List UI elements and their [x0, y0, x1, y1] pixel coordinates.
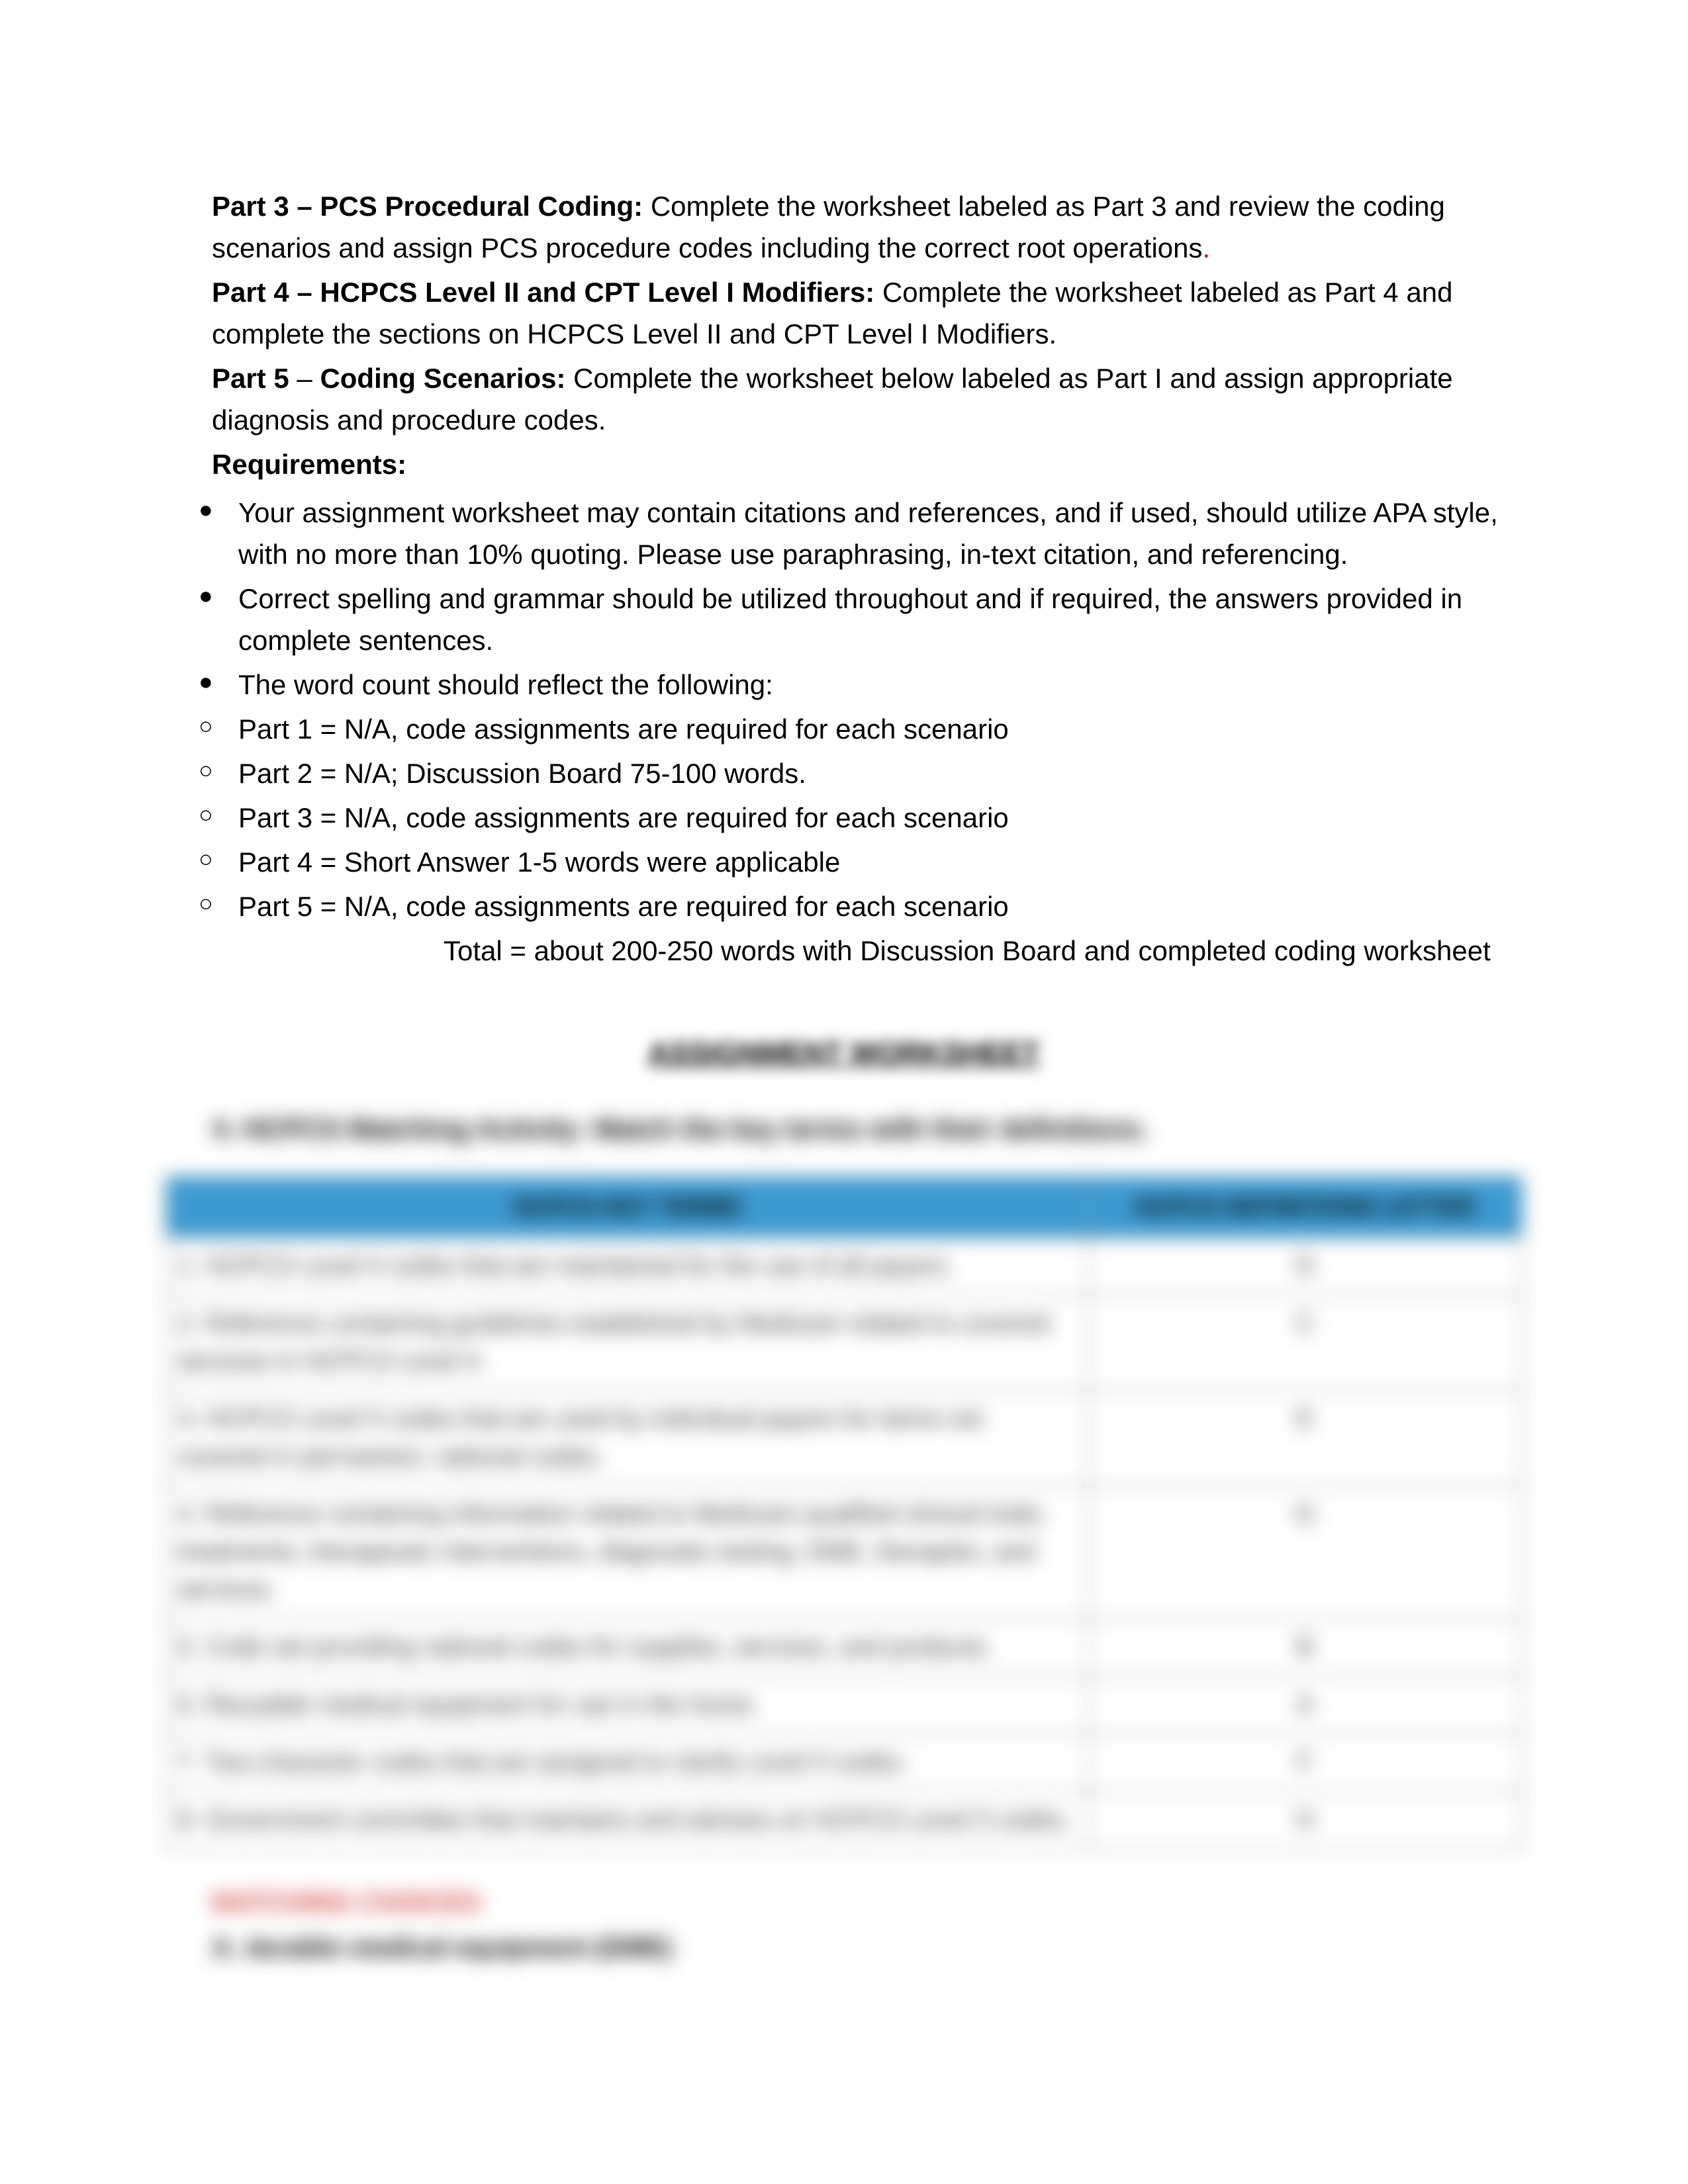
part4-para: Part 4 – HCPCS Level II and CPT Level I …	[212, 271, 1523, 355]
requirements-label: Requirements:	[212, 443, 1523, 485]
part5-label: Part 5	[212, 363, 289, 394]
answer-cell: G	[1088, 1486, 1522, 1619]
total-line: Total = about 200-250 words with Discuss…	[165, 930, 1523, 972]
table-row: 7. Two-character codes that are assigned…	[166, 1734, 1522, 1792]
answer-cell: A	[1088, 1676, 1522, 1734]
term-cell: 3. HCPCS Level II codes that are used by…	[166, 1390, 1088, 1486]
sub-text: Part 4 = Short Answer 1-5 words were app…	[238, 846, 840, 878]
sub-text: Part 2 = N/A; Discussion Board 75-100 wo…	[238, 758, 806, 789]
answer-cell: E	[1088, 1390, 1522, 1486]
part3-dot: .	[1203, 232, 1211, 263]
bullet-text: Your assignment worksheet may contain ci…	[238, 497, 1498, 570]
list-item: Correct spelling and grammar should be u…	[185, 578, 1523, 661]
answer-cell: D	[1088, 1238, 1522, 1295]
sub-text: Part 5 = N/A, code assignments are requi…	[238, 891, 1009, 922]
activity-title: 4. HCPCS Matching Activity: Match the ke…	[165, 1108, 1523, 1150]
sub-text: Part 3 = N/A, code assignments are requi…	[238, 802, 1009, 833]
table-row: 2. Reference containing guidelines estab…	[166, 1295, 1522, 1390]
term-cell: 6. Reusable medical equipment for use in…	[166, 1676, 1088, 1734]
assignment-worksheet-heading: ASSIGNMENT WORKSHEET	[165, 1031, 1523, 1075]
list-item: Your assignment worksheet may contain ci…	[185, 492, 1523, 575]
term-cell: 7. Two-character codes that are assigned…	[166, 1734, 1088, 1792]
table-row: 5. Code set providing national codes for…	[166, 1619, 1522, 1676]
list-item: Part 2 = N/A; Discussion Board 75-100 wo…	[185, 752, 1523, 794]
matching-choices-heading: MATCHING CHOICES	[165, 1883, 1523, 1923]
answer-cell: B	[1088, 1619, 1522, 1676]
term-cell: 5. Code set providing national codes for…	[166, 1619, 1088, 1676]
part3-label: Part 3 – PCS Procedural Coding:	[212, 191, 643, 222]
choice-a: A. durable medical equipment (DME)	[165, 1928, 1523, 1968]
term-cell: 8. Government committee that maintains a…	[166, 1792, 1088, 1849]
document-page: Part 3 – PCS Procedural Coding: Complete…	[0, 0, 1688, 2100]
table-header-row: HCPCS KEY TERMS HCPCS DEFINITIONS LETTER	[166, 1177, 1522, 1238]
answer-cell: C	[1088, 1295, 1522, 1390]
part4-label: Part 4 – HCPCS Level II and CPT Level I …	[212, 277, 874, 308]
requirements-list: Your assignment worksheet may contain ci…	[165, 492, 1523, 705]
term-cell: 2. Reference containing guidelines estab…	[166, 1295, 1088, 1390]
term-cell: 4. Reference containing information rela…	[166, 1486, 1088, 1619]
term-cell: 1. HCPCS Level II codes that are maintai…	[166, 1238, 1088, 1295]
sub-text: Part 1 = N/A, code assignments are requi…	[238, 713, 1009, 745]
part5-para: Part 5 – Coding Scenarios: Complete the …	[212, 357, 1523, 441]
part5-label2: Coding Scenarios:	[320, 363, 565, 394]
bullet-text: Correct spelling and grammar should be u…	[238, 583, 1462, 656]
answer-cell: H	[1088, 1792, 1522, 1849]
list-item: Part 3 = N/A, code assignments are requi…	[185, 797, 1523, 839]
part3-para: Part 3 – PCS Procedural Coding: Complete…	[212, 185, 1523, 269]
table-row: 6. Reusable medical equipment for use in…	[166, 1676, 1522, 1734]
col-key-terms: HCPCS KEY TERMS	[166, 1177, 1088, 1238]
part5-dash: –	[289, 363, 320, 394]
hcpcs-matching-table: HCPCS KEY TERMS HCPCS DEFINITIONS LETTER…	[165, 1176, 1523, 1850]
list-item: Part 1 = N/A, code assignments are requi…	[185, 708, 1523, 750]
wordcount-sublist: Part 1 = N/A, code assignments are requi…	[165, 708, 1523, 927]
col-definitions-letter: HCPCS DEFINITIONS LETTER	[1088, 1177, 1522, 1238]
intro-block: Part 3 – PCS Procedural Coding: Complete…	[165, 185, 1523, 485]
list-item: The word count should reflect the follow…	[185, 664, 1523, 705]
table-row: 3. HCPCS Level II codes that are used by…	[166, 1390, 1522, 1486]
answer-cell: F	[1088, 1734, 1522, 1792]
table-row: 8. Government committee that maintains a…	[166, 1792, 1522, 1849]
table-row: 1. HCPCS Level II codes that are maintai…	[166, 1238, 1522, 1295]
blurred-content: 4. HCPCS Matching Activity: Match the ke…	[165, 1108, 1523, 1968]
list-item: Part 5 = N/A, code assignments are requi…	[185, 886, 1523, 927]
table-row: 4. Reference containing information rela…	[166, 1486, 1522, 1619]
bullet-text: The word count should reflect the follow…	[238, 669, 773, 700]
list-item: Part 4 = Short Answer 1-5 words were app…	[185, 841, 1523, 883]
